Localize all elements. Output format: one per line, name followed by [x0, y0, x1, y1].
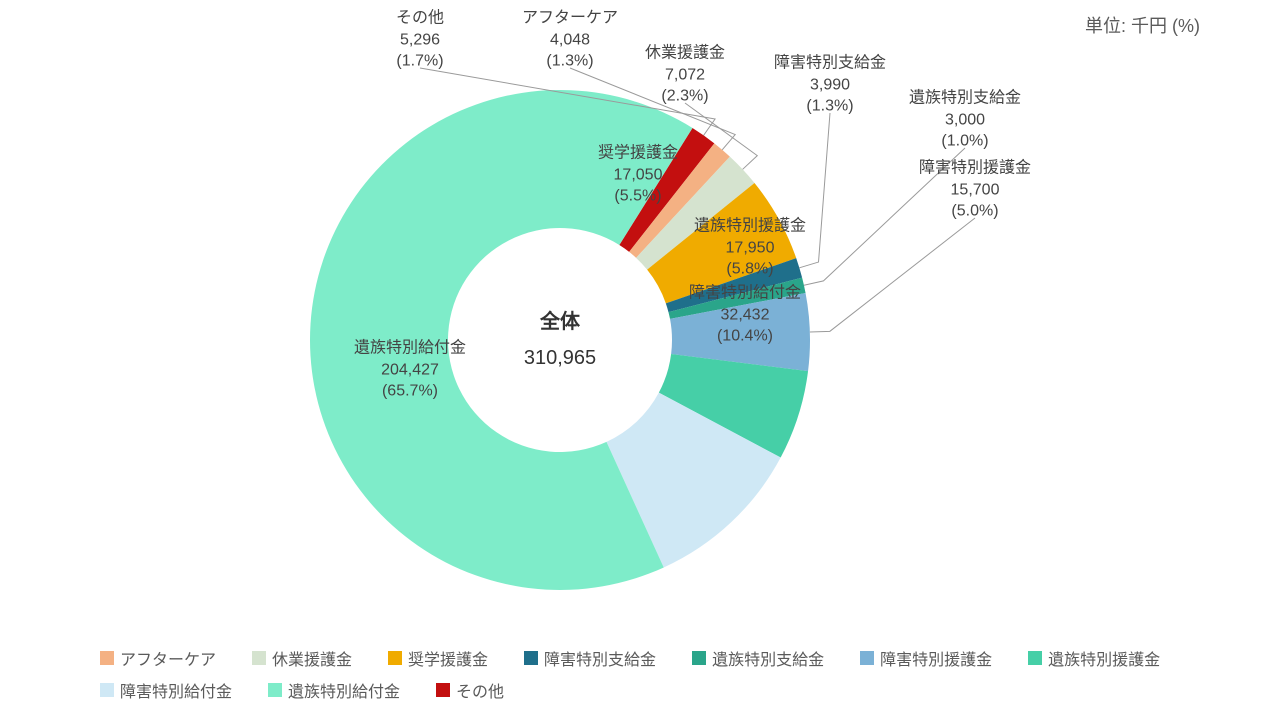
slice-name: 休業援護金	[645, 43, 725, 65]
slice-name: 障害特別支給金	[774, 53, 886, 75]
slice-name: 障害特別給付金	[689, 283, 801, 305]
slice-value: 15,700	[919, 179, 1031, 201]
leader-line	[810, 218, 975, 332]
legend-label: 遺族特別給付金	[288, 678, 400, 702]
legend-item: アフターケア	[100, 646, 216, 670]
slice-name: 遺族特別支給金	[909, 88, 1021, 110]
legend-swatch	[100, 683, 114, 697]
legend-label: 遺族特別援護金	[1048, 646, 1160, 670]
legend-item: 休業援護金	[252, 646, 352, 670]
donut-chart: 単位: 千円 (%) 全体 310,965 その他5,296(1.7%)アフター…	[0, 0, 1280, 720]
slice-label-7: 遺族特別援護金17,950(5.8%)	[694, 216, 806, 281]
slice-value: 3,000	[909, 109, 1021, 131]
donut-svg	[0, 0, 1280, 720]
slice-pct: (1.0%)	[909, 131, 1021, 153]
legend-swatch	[860, 651, 874, 665]
slice-pct: (5.5%)	[598, 186, 678, 208]
legend-label: 障害特別援護金	[880, 646, 992, 670]
slice-label-0: その他5,296(1.7%)	[396, 8, 444, 73]
slice-value: 204,427	[354, 359, 466, 381]
legend-swatch	[388, 651, 402, 665]
slice-name: 奨学援護金	[598, 143, 678, 165]
slice-pct: (10.4%)	[689, 326, 801, 348]
slice-name: その他	[396, 8, 444, 30]
center-total: 310,965	[524, 342, 596, 374]
slice-value: 17,050	[598, 164, 678, 186]
slice-label-3: 奨学援護金17,050(5.5%)	[598, 143, 678, 208]
legend-item: 奨学援護金	[388, 646, 488, 670]
slice-value: 7,072	[645, 64, 725, 86]
legend-swatch	[436, 683, 450, 697]
slice-name: 遺族特別援護金	[694, 216, 806, 238]
slice-pct: (1.3%)	[522, 51, 618, 73]
slice-label-9: 遺族特別給付金204,427(65.7%)	[354, 338, 466, 403]
slice-name: 遺族特別給付金	[354, 338, 466, 360]
legend-swatch	[268, 683, 282, 697]
legend-label: 遺族特別支給金	[712, 646, 824, 670]
legend-label: その他	[456, 678, 504, 702]
legend: アフターケア休業援護金奨学援護金障害特別支給金遺族特別支給金障害特別援護金遺族特…	[100, 646, 1220, 702]
legend-item: 障害特別援護金	[860, 646, 992, 670]
legend-item: 遺族特別援護金	[1028, 646, 1160, 670]
slice-value: 17,950	[694, 237, 806, 259]
legend-item: 遺族特別支給金	[692, 646, 824, 670]
legend-label: 障害特別支給金	[544, 646, 656, 670]
legend-item: 遺族特別給付金	[268, 678, 400, 702]
legend-label: 奨学援護金	[408, 646, 488, 670]
legend-swatch	[1028, 651, 1042, 665]
slice-pct: (1.3%)	[774, 96, 886, 118]
slice-name: 障害特別援護金	[919, 158, 1031, 180]
legend-item: その他	[436, 678, 504, 702]
slice-label-1: アフターケア4,048(1.3%)	[522, 8, 618, 73]
slice-value: 5,296	[396, 29, 444, 51]
legend-label: 休業援護金	[272, 646, 352, 670]
legend-swatch	[252, 651, 266, 665]
slice-pct: (65.7%)	[354, 381, 466, 403]
slice-pct: (2.3%)	[645, 86, 725, 108]
slice-label-4: 障害特別支給金3,990(1.3%)	[774, 53, 886, 118]
slice-value: 32,432	[689, 304, 801, 326]
slice-label-6: 障害特別援護金15,700(5.0%)	[919, 158, 1031, 223]
unit-label: 単位: 千円 (%)	[1085, 12, 1200, 38]
slice-label-5: 遺族特別支給金3,000(1.0%)	[909, 88, 1021, 153]
chart-center-label: 全体 310,965	[524, 306, 596, 374]
legend-swatch	[524, 651, 538, 665]
slice-pct: (5.8%)	[694, 259, 806, 281]
legend-item: 障害特別支給金	[524, 646, 656, 670]
legend-swatch	[100, 651, 114, 665]
legend-label: アフターケア	[120, 646, 216, 670]
center-title: 全体	[524, 306, 596, 338]
slice-pct: (1.7%)	[396, 51, 444, 73]
slice-label-8: 障害特別給付金32,432(10.4%)	[689, 283, 801, 348]
legend-item: 障害特別給付金	[100, 678, 232, 702]
slice-pct: (5.0%)	[919, 201, 1031, 223]
legend-swatch	[692, 651, 706, 665]
slice-name: アフターケア	[522, 8, 618, 30]
slice-value: 3,990	[774, 74, 886, 96]
legend-label: 障害特別給付金	[120, 678, 232, 702]
slice-value: 4,048	[522, 29, 618, 51]
slice-label-2: 休業援護金7,072(2.3%)	[645, 43, 725, 108]
